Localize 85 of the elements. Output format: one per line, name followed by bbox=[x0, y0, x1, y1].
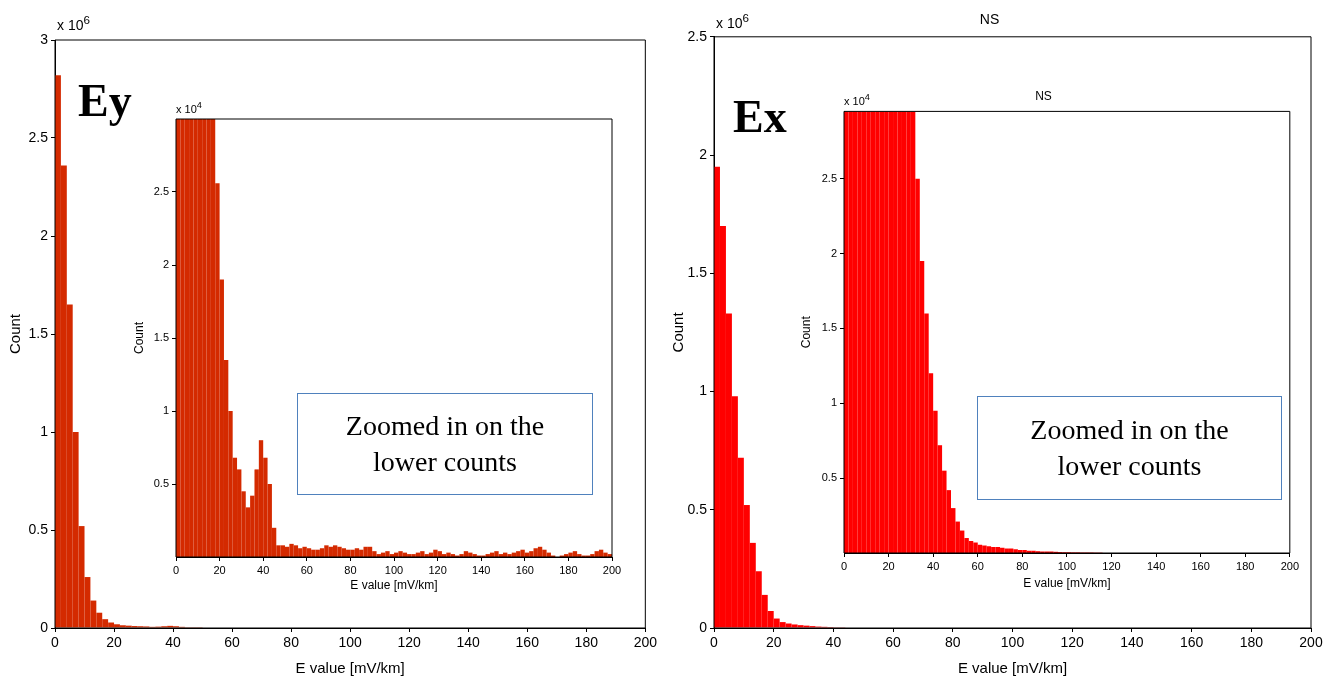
y-tick-label: 0 bbox=[40, 618, 49, 635]
y-tick-label: 3 bbox=[40, 30, 49, 47]
annotation: Zoomed in on the lower counts bbox=[977, 396, 1282, 500]
x-tick-label: 0 bbox=[710, 634, 719, 651]
text: x 10$^{6}$ bbox=[57, 13, 90, 33]
x-tick-label: 160 bbox=[1191, 559, 1210, 572]
x-tick-label: 20 bbox=[106, 634, 123, 651]
x-tick-label: 180 bbox=[574, 634, 599, 651]
x-tick-label: 140 bbox=[456, 634, 481, 651]
annotation: x 10$^{4}$ bbox=[844, 92, 870, 107]
chart-title: NS bbox=[1035, 88, 1052, 103]
y-axis-title: Count bbox=[798, 315, 813, 349]
y-tick-label: 1 bbox=[830, 396, 837, 409]
y-tick-label: 1 bbox=[162, 404, 169, 417]
x-axis-title: E value [mV/km] bbox=[1023, 576, 1111, 591]
annotation: x 10$^{4}$ bbox=[176, 100, 202, 115]
x-tick-label: 200 bbox=[633, 634, 658, 651]
x-tick-label: 80 bbox=[344, 563, 357, 576]
y-tick-label: 2.5 bbox=[153, 185, 169, 198]
x-tick-label: 180 bbox=[1236, 559, 1255, 572]
x-tick-label: 20 bbox=[882, 559, 895, 572]
annotation: Zoomed in on the lower counts bbox=[297, 393, 593, 495]
x-tick-label: 120 bbox=[397, 634, 422, 651]
y-tick-label: 2.5 bbox=[687, 27, 708, 44]
y-axis-title: Count bbox=[131, 321, 146, 355]
y-tick-label: 1.5 bbox=[153, 331, 169, 344]
y-axis-title: Count bbox=[669, 311, 687, 353]
x-tick-label: 0 bbox=[840, 559, 848, 572]
x-tick-label: 140 bbox=[1120, 634, 1144, 651]
x-tick-label: 180 bbox=[559, 563, 578, 576]
x-tick-label: 200 bbox=[1299, 634, 1323, 651]
x-tick-label: 180 bbox=[1239, 634, 1264, 651]
y-tick-label: 2 bbox=[699, 145, 708, 162]
y-tick-label: 0 bbox=[699, 618, 708, 635]
x-tick-label: 160 bbox=[1179, 634, 1204, 651]
x-tick-label: 60 bbox=[971, 559, 984, 572]
x-tick-label: 40 bbox=[927, 559, 940, 572]
y-tick-label: 1.5 bbox=[28, 324, 49, 341]
x-tick-label: 200 bbox=[1280, 559, 1299, 572]
y-tick-label: 0.5 bbox=[153, 477, 169, 490]
x-tick-label: 120 bbox=[428, 563, 447, 576]
x-axis-title: E value [mV/km] bbox=[295, 659, 405, 677]
x-tick-label: 60 bbox=[224, 634, 241, 651]
annotation: Ey bbox=[78, 75, 132, 126]
x-tick-label: 160 bbox=[515, 634, 540, 651]
x-tick-label: 0 bbox=[172, 563, 180, 576]
y-tick-label: 2 bbox=[40, 226, 49, 243]
x-tick-label: 20 bbox=[765, 634, 782, 651]
y-tick-label: 0.5 bbox=[821, 471, 837, 484]
x-axis-title: E value [mV/km] bbox=[957, 659, 1068, 677]
x-tick-label: 40 bbox=[825, 634, 842, 651]
x-tick-label: 100 bbox=[384, 563, 404, 576]
x-tick-label: 140 bbox=[472, 563, 491, 576]
x-tick-label: 200 bbox=[602, 563, 622, 576]
x-tick-label: 40 bbox=[257, 563, 270, 576]
y-tick-label: 0.5 bbox=[687, 500, 708, 517]
x-tick-label: 20 bbox=[213, 563, 226, 576]
x-tick-label: 160 bbox=[515, 563, 534, 576]
y-tick-label: 2 bbox=[830, 246, 837, 259]
x-tick-label: 120 bbox=[1102, 559, 1121, 572]
x-tick-label: 140 bbox=[1146, 559, 1166, 572]
y-tick-label: 1.5 bbox=[821, 321, 837, 334]
x-tick-label: 120 bbox=[1060, 634, 1085, 651]
x-tick-label: 100 bbox=[1057, 559, 1077, 572]
y-tick-label: 1 bbox=[40, 422, 49, 439]
x-tick-label: 100 bbox=[1000, 634, 1025, 651]
x-tick-label: 40 bbox=[165, 634, 182, 651]
chart-title: NS bbox=[979, 11, 1000, 28]
x-tick-label: 60 bbox=[885, 634, 902, 651]
x-axis-title: E value [mV/km] bbox=[350, 578, 438, 593]
y-tick-label: 1.5 bbox=[687, 264, 708, 281]
x-tick-label: 60 bbox=[300, 563, 313, 576]
y-tick-label: 0.5 bbox=[28, 520, 49, 537]
y-tick-label: 2.5 bbox=[28, 128, 49, 145]
y-tick-label: 2.5 bbox=[821, 171, 837, 184]
y-tick-label: 2 bbox=[162, 258, 169, 271]
x-tick-label: 100 bbox=[338, 634, 363, 651]
x-tick-label: 80 bbox=[1016, 559, 1029, 572]
y-tick-label: 1 bbox=[699, 382, 708, 399]
annotation: Ex bbox=[733, 91, 787, 142]
x-tick-label: 80 bbox=[945, 634, 961, 651]
x-tick-label: 80 bbox=[283, 634, 300, 651]
y-axis-title: Count bbox=[6, 313, 24, 355]
text: x 10$^{6}$ bbox=[716, 11, 749, 31]
x-tick-label: 0 bbox=[51, 634, 60, 651]
